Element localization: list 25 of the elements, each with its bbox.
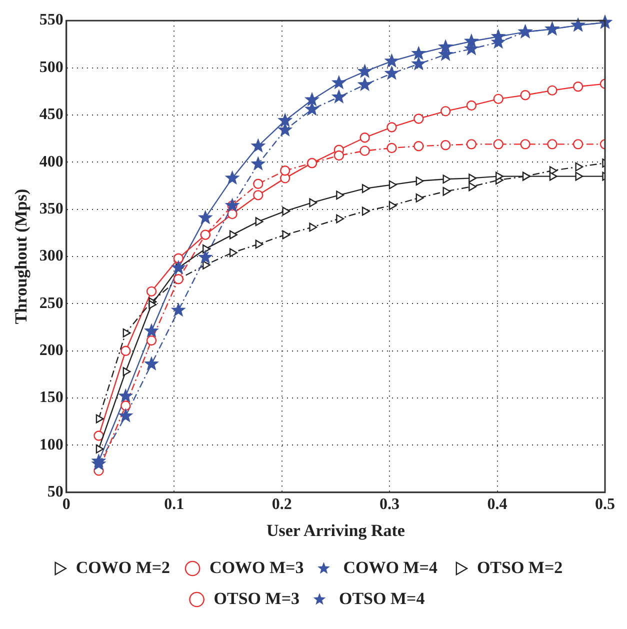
y-tick-label: 450 — [39, 106, 64, 124]
y-tick-label: 350 — [39, 200, 64, 218]
y-tick-label: 50 — [47, 484, 64, 501]
y-tick-label: 150 — [39, 389, 64, 406]
legend-label: OTSO M=3 — [214, 588, 300, 608]
x-axis-title: User Arriving Rate — [266, 521, 406, 540]
y-tick-label: 100 — [39, 436, 64, 454]
x-tick-label: 0.3 — [380, 496, 400, 514]
legend-label: COWO M=3 — [210, 558, 304, 577]
x-tick-label: 0.5 — [595, 496, 615, 514]
legend-label: OTSO M=2 — [476, 558, 563, 577]
y-axis-title: Throughout (Mps) — [12, 188, 31, 324]
legend-label: OTSO M=4 — [339, 588, 426, 608]
x-tick-label: 0.4 — [487, 496, 508, 514]
y-tick-label: 200 — [39, 342, 64, 359]
y-tick-label: 300 — [39, 248, 64, 265]
x-tick-label: 0.2 — [272, 496, 292, 514]
legend-label: COWO M=2 — [76, 558, 170, 577]
x-tick-label: 0 — [62, 496, 70, 514]
y-tick-label: 550 — [39, 12, 64, 29]
legend-label: COWO M=4 — [343, 558, 438, 577]
y-tick-label: 500 — [39, 58, 64, 76]
x-tick-label: 0.1 — [164, 496, 184, 514]
y-tick-label: 250 — [39, 294, 64, 312]
y-tick-label: 400 — [39, 153, 64, 170]
